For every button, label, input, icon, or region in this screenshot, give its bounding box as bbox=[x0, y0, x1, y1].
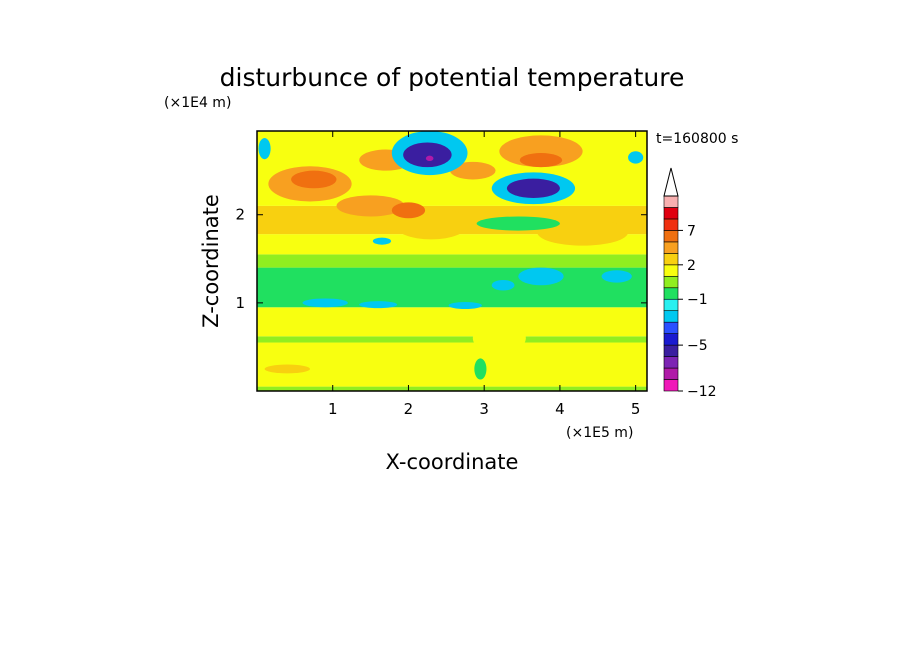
colorbar-swatch-4 bbox=[663, 333, 679, 346]
y-unit-label: (×1E4 m) bbox=[164, 95, 231, 111]
contour-region-9 bbox=[450, 161, 496, 180]
contour-region-3 bbox=[291, 170, 337, 189]
colorbar: −12−5−127 bbox=[663, 167, 717, 400]
contour-region-11 bbox=[403, 142, 452, 168]
colorbar-label-2: −1 bbox=[687, 292, 708, 308]
colorbar-label-4: 7 bbox=[687, 223, 696, 239]
plot-frame bbox=[256, 130, 648, 392]
colorbar-swatch-15 bbox=[663, 207, 679, 220]
axes: 1 2 3 4 5 1 2 bbox=[235, 131, 647, 418]
x-tick-label-4: 4 bbox=[555, 400, 565, 418]
x-tick-label-3: 3 bbox=[479, 400, 489, 418]
contour-band-0 bbox=[257, 386, 647, 391]
colorbar-extend-arrow bbox=[663, 167, 679, 197]
x-tick-label-2: 2 bbox=[404, 400, 414, 418]
colorbar-swatch-16 bbox=[663, 195, 679, 208]
contour-region-23 bbox=[491, 279, 515, 291]
contour-region-15 bbox=[476, 216, 560, 231]
contour-region-21 bbox=[359, 301, 398, 309]
colorbar-swatch-13 bbox=[663, 230, 679, 243]
colorbar-swatch-6 bbox=[663, 310, 679, 323]
colorbar-swatch-9 bbox=[663, 275, 679, 289]
colorbar-swatch-2 bbox=[663, 356, 679, 369]
colorbar-swatch-0 bbox=[663, 379, 679, 392]
contour-region-17 bbox=[628, 151, 644, 164]
colorbar-swatch-3 bbox=[663, 344, 679, 357]
colorbar-swatch-10 bbox=[663, 264, 679, 277]
y-tick-label-1: 1 bbox=[235, 294, 245, 312]
contour-band-1 bbox=[257, 342, 647, 387]
contour-region-25 bbox=[472, 322, 526, 354]
y-axis-label: Z-coordinate bbox=[199, 194, 223, 328]
contour-region-20 bbox=[302, 298, 348, 308]
colorbar-swatch-5 bbox=[663, 321, 679, 334]
colorbar-swatch-1 bbox=[663, 367, 679, 380]
chart-title: disturbunce of potential temperature bbox=[220, 63, 685, 92]
contour-region-6 bbox=[391, 202, 426, 219]
x-unit-label: (×1E5 m) bbox=[566, 425, 633, 441]
contour-region-1 bbox=[537, 219, 629, 246]
contour-region-26 bbox=[474, 358, 487, 380]
colorbar-label-3: 2 bbox=[687, 258, 696, 274]
contour-region-16 bbox=[258, 138, 271, 160]
x-tick-label-5: 5 bbox=[631, 400, 641, 418]
colorbar-swatch-14 bbox=[663, 218, 679, 231]
colorbar-label-1: −5 bbox=[687, 338, 708, 354]
x-axis-label: X-coordinate bbox=[386, 450, 519, 474]
contour-region-27 bbox=[264, 364, 311, 374]
contour-band-2 bbox=[257, 336, 647, 343]
y-tick-label-2: 2 bbox=[235, 206, 245, 224]
contour-region-5 bbox=[336, 195, 405, 217]
colorbar-swatch-8 bbox=[663, 287, 679, 300]
colorbar-swatch-7 bbox=[663, 298, 679, 312]
contour-region-8 bbox=[519, 153, 563, 168]
contour-region-24 bbox=[372, 237, 392, 245]
contour-region-12 bbox=[425, 155, 434, 161]
time-label: t=160800 s bbox=[656, 131, 738, 147]
colorbar-swatch-12 bbox=[663, 241, 679, 254]
contour-region-19 bbox=[601, 270, 632, 283]
contour-region-18 bbox=[518, 267, 564, 286]
contour-region-14 bbox=[506, 178, 560, 198]
contour-field bbox=[257, 131, 647, 391]
x-tick-label-1: 1 bbox=[328, 400, 338, 418]
contour-band-3 bbox=[257, 307, 647, 337]
contour-band-5 bbox=[257, 254, 647, 268]
contour-region-22 bbox=[448, 301, 482, 310]
colorbar-swatch-11 bbox=[663, 253, 679, 266]
colorbar-label-0: −12 bbox=[687, 384, 717, 400]
